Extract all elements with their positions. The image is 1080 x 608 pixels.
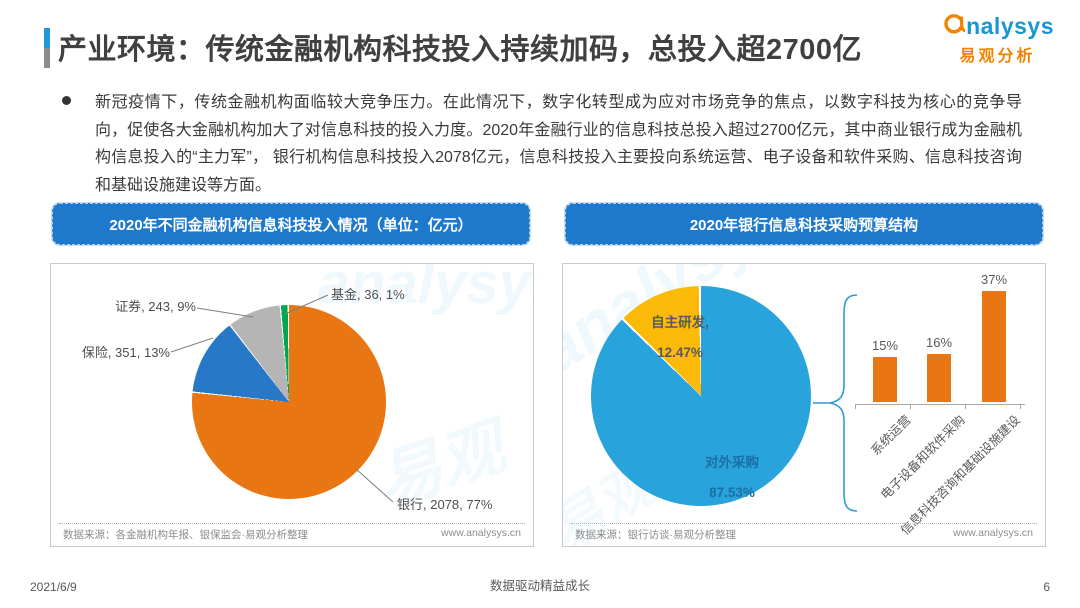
pie-callout-fund: 基金, 36, 1% [331,287,405,302]
axis-tick [855,404,856,409]
title-accent-top [44,28,50,48]
data-source-text: 数据来源：银行访谈·易观分析整理 [575,529,736,541]
source-divider [59,523,525,524]
analysys-swirl-icon [941,12,967,41]
bar-value-label: 16% [925,335,953,350]
logo-brand-text: nalysys [966,13,1054,39]
data-source-text: 数据来源：各金融机构年报、银保监会·易观分析整理 [63,529,308,541]
bar-value-label: 37% [980,272,1008,287]
bullet-icon [62,96,71,105]
analysys-site-link[interactable]: www.analysys.cn [953,527,1033,539]
axis-tick [1020,404,1021,409]
summary-text: 新冠疫情下，传统金融机构面临较大竞争压力。在此情况下，数字化转型成为应对市场竞争… [95,94,1022,194]
page-title: 产业环境：传统金融机构科技投入持续加码，总投入超2700亿 [58,34,863,66]
bar-value-label: 15% [871,338,899,353]
bar-group-systems-ops: 15% [857,338,913,402]
title-accent-bottom [44,48,50,68]
pie-label-inhouse: 自主研发, 12.47% [651,315,709,360]
axis-tick [910,404,911,409]
pie-label-outsource: 对外采购 87.53% [705,455,759,500]
right-chart-panel: analysys 易观 自主研发, 12.47% 对外采购 87.53% 15%… [562,263,1046,547]
bar-axis [855,404,1025,405]
right-chart-title: 2020年银行信息科技采购预算结构 [565,203,1043,245]
title-accent-bar [44,28,50,68]
bar-equipment-software [927,354,951,402]
analysys-site-link[interactable]: www.analysys.cn [441,527,521,539]
footer-slogan: 数据驱动精益成长 [489,579,590,593]
bar-group-equipment-software: 16% [911,335,967,402]
bar-consulting-infra [982,291,1006,402]
pie-callout-insurance: 保险, 351, 13% [81,345,170,360]
footer-date: 2021/6/9 [30,580,77,594]
procurement-pie-chart [591,286,811,506]
institutions-pie-chart [192,305,386,499]
summary-block: 新冠疫情下，传统金融机构面临较大竞争压力。在此情况下，数字化转型成为应对市场竞争… [60,89,1022,199]
pie-callout-bank: 银行, 2078, 77% [397,497,493,512]
analysys-logo: nalysys 易观分析 [941,12,1054,66]
footer-page-number: 6 [1043,580,1050,594]
left-chart-panel: analysys 易观 基金, 36, 1% 证券, 243, 9% 保险, 3… [50,263,534,547]
bar-systems-ops [873,357,897,402]
left-chart-title: 2020年不同金融机构信息科技投入情况（单位：亿元） [52,203,530,245]
pie-callout-securities: 证券, 243, 9% [115,299,196,314]
bar-group-consulting-infra: 37% [966,272,1022,402]
source-divider [571,523,1037,524]
axis-tick [965,404,966,409]
logo-cn-text: 易观分析 [959,48,1036,65]
